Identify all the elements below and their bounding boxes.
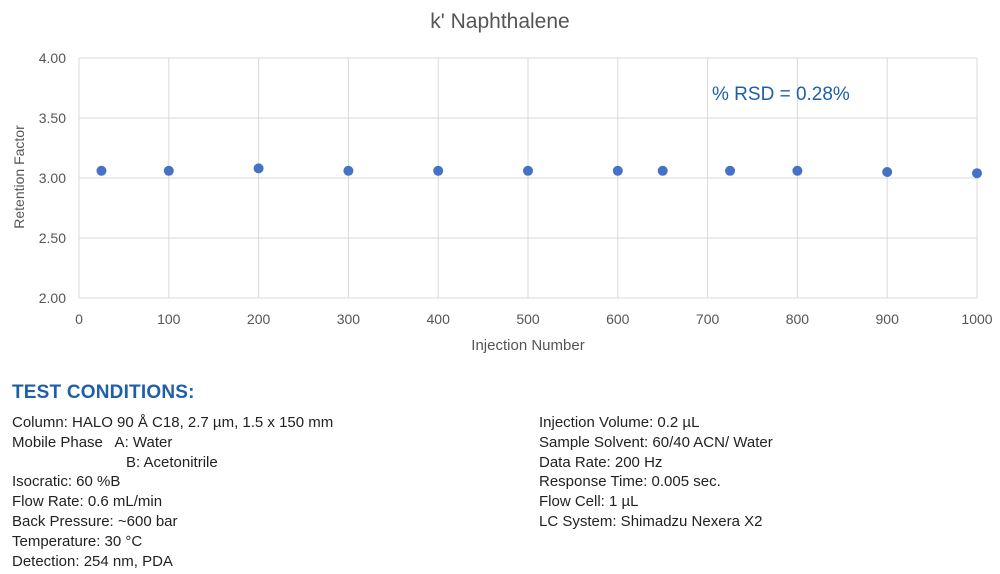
x-tick-label: 500 (516, 311, 540, 327)
data-point (343, 165, 354, 176)
data-point (972, 168, 982, 179)
y-axis-ticks: 2.00 2.50 3.00 3.50 4.00 (39, 50, 66, 306)
chart-grid (78, 57, 978, 299)
test-condition-line: LC System: Shimadzu Nexera X2 (539, 512, 763, 530)
data-point (882, 167, 893, 177)
y-tick-label: 4.00 (39, 50, 66, 66)
test-condition-line: Flow Cell: 1 µL (539, 493, 639, 511)
data-point (163, 165, 174, 176)
data-points (96, 163, 982, 179)
data-point (725, 165, 736, 176)
y-tick-label: 2.50 (39, 230, 66, 246)
x-tick-label: 100 (157, 311, 181, 327)
test-condition-line: Flow Rate: 0.6 mL/min (12, 493, 163, 511)
y-tick-label: 3.00 (39, 170, 66, 186)
data-point (96, 165, 107, 176)
x-tick-label: 900 (876, 311, 900, 327)
test-condition-line: Detection: 254 nm, PDA (12, 552, 173, 570)
test-conditions-heading: TEST CONDITIONS: (12, 382, 195, 403)
test-condition-line: Mobile Phase A: Water (12, 433, 173, 451)
data-point (523, 165, 533, 176)
data-point (657, 165, 668, 176)
y-axis-label: Retention Factor (11, 125, 27, 229)
test-conditions-left: Column: HALO 90 Å C18, 2.7 µm, 1.5 x 150… (12, 413, 333, 571)
y-tick-label: 3.50 (39, 110, 66, 126)
test-condition-line: Back Pressure: ~600 bar (12, 512, 178, 530)
test-condition-line: Injection Volume: 0.2 µL (539, 414, 700, 431)
test-condition-line: Data Rate: 200 Hz (539, 453, 663, 471)
data-point (792, 165, 803, 176)
x-tick-label: 600 (606, 311, 630, 327)
x-axis-ticks: 0 100 200 300 400 500 600 700 800 900 1000 (75, 311, 993, 327)
chart-title: k' Naphthalene (430, 10, 569, 33)
x-tick-label: 0 (75, 311, 83, 327)
x-tick-label: 200 (247, 311, 271, 327)
test-condition-line: B: Acetonitrile (126, 453, 218, 471)
x-tick-label: 800 (786, 311, 810, 327)
x-tick-label: 700 (696, 311, 720, 327)
x-axis-label: Injection Number (471, 337, 584, 354)
y-tick-label: 2.00 (39, 290, 66, 306)
x-tick-label: 400 (427, 311, 451, 327)
rsd-annotation: % RSD = 0.28% (712, 84, 850, 105)
test-condition-line: Temperature: 30 °C (12, 532, 143, 550)
x-tick-label: 1000 (961, 311, 992, 327)
data-point (433, 165, 444, 176)
test-condition-line: Response Time: 0.005 sec. (539, 473, 721, 491)
x-tick-label: 300 (337, 311, 361, 327)
test-conditions-right: Injection Volume: 0.2 µL Sample Solvent: … (539, 413, 773, 532)
data-point (612, 165, 623, 176)
test-condition-line: Sample Solvent: 60/40 ACN/ Water (539, 433, 773, 451)
retention-factor-chart: k' Naphthalene 0 100 200 300 400 500 600 700 800… (11, 10, 993, 354)
data-point (253, 163, 264, 174)
test-condition-line: Column: HALO 90 Å C18, 2.7 µm, 1.5 x 150… (12, 414, 334, 431)
test-condition-line: Isocratic: 60 %B (12, 473, 121, 491)
